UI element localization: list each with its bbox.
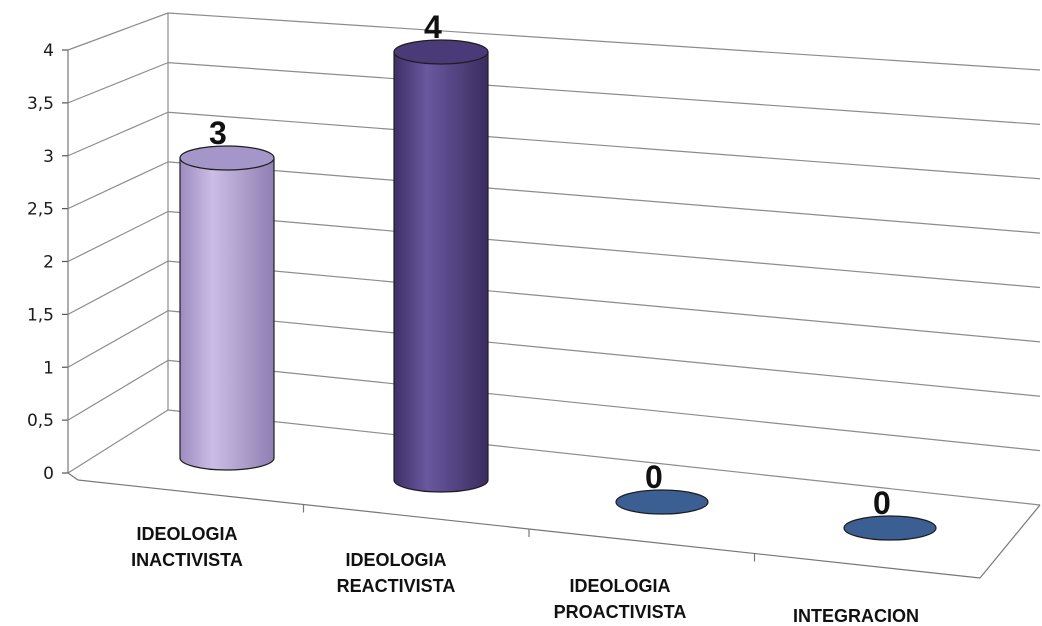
- y-tick-label: 1,5: [27, 305, 54, 325]
- y-tick-label: 0: [43, 464, 54, 484]
- bar-top: [615, 489, 709, 515]
- y-tick-label: 2: [43, 253, 54, 273]
- gridline-side: [67, 210, 169, 263]
- gridline-back: [167, 409, 1041, 506]
- gridline-side: [67, 409, 169, 474]
- labels: 3 4 0 0 IDEOLOGIA INACTIVISTA IDEOLOGIA REACTIV…: [131, 9, 919, 626]
- gridline-side: [67, 12, 169, 51]
- bar-body: [393, 51, 489, 493]
- category-label: REACTIVISTA: [337, 576, 456, 596]
- bar-top: [393, 39, 489, 65]
- gridline-side: [67, 310, 169, 368]
- y-tick-label: 2,5: [27, 200, 54, 220]
- category-label: INTEGRACION: [793, 606, 919, 626]
- category-label: IDEOLOGIA: [569, 576, 670, 596]
- bar-4: [843, 515, 937, 541]
- bar-3: [615, 489, 709, 515]
- floor-left-edge: [67, 472, 79, 481]
- bars: [179, 39, 937, 541]
- gridline-back: [167, 260, 1041, 343]
- gridline-back: [167, 310, 1041, 397]
- gridline-side: [67, 260, 169, 315]
- gridline-side: [67, 161, 169, 210]
- category-label: INACTIVISTA: [131, 550, 243, 570]
- y-tick-label: 1: [43, 358, 54, 378]
- data-label: 3: [209, 115, 227, 151]
- y-tick-label: 3: [43, 147, 54, 167]
- gridline-back: [167, 62, 1041, 125]
- category-label: IDEOLOGIA: [345, 550, 446, 570]
- gridline-side: [67, 359, 169, 421]
- gridlines: [67, 12, 1041, 579]
- category-label: IDEOLOGIA: [136, 524, 237, 544]
- data-label: 4: [424, 9, 442, 45]
- gridline-side: [67, 62, 169, 104]
- y-axis: 0 0,5 1 1,5 2 2,5 3 3,5 4: [27, 41, 69, 484]
- gridline-back: [167, 210, 1041, 289]
- bar-body: [179, 157, 275, 471]
- data-label: 0: [645, 459, 663, 495]
- gridline-back: [167, 12, 1041, 71]
- gridline-back: [167, 161, 1041, 234]
- data-label: 0: [873, 485, 891, 521]
- y-tick-label: 4: [43, 41, 54, 61]
- bar-1: [179, 145, 275, 471]
- gridline-back: [167, 111, 1041, 180]
- gridline-back: [167, 359, 1041, 452]
- bar-2: [393, 39, 489, 493]
- floor-right-edge: [979, 504, 1041, 579]
- bar-top: [843, 515, 937, 541]
- gridline-side: [67, 111, 169, 157]
- bar-top: [179, 145, 275, 171]
- category-label: PROACTIVISTA: [554, 602, 687, 622]
- y-tick-label: 3,5: [27, 94, 54, 114]
- y-tick-label: 0,5: [27, 411, 54, 431]
